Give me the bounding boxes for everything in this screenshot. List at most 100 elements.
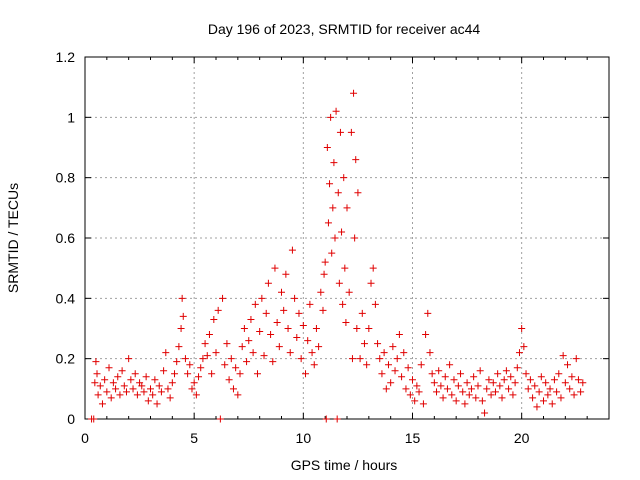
data-point [363,361,371,369]
data-point [481,409,489,417]
data-point [312,325,320,332]
data-point [155,382,163,390]
data-point [411,397,419,405]
data-point [131,370,139,378]
data-point [398,373,406,381]
data-point [360,340,368,348]
data-point [461,400,469,408]
data-point [472,394,480,402]
data-point [116,391,124,399]
data-point [256,328,264,336]
data-point [428,370,436,378]
data-point [529,394,537,402]
data-point [342,318,350,326]
data-point [341,264,349,272]
data-point [404,364,412,372]
data-point [264,279,272,287]
data-point [225,376,233,384]
data-point [553,388,561,396]
data-point [190,379,198,387]
data-point [548,400,556,408]
x-tick-label: 10 [296,430,312,446]
data-point [487,391,495,399]
data-point [426,349,434,357]
data-point [387,379,395,387]
data-point [184,370,192,378]
data-point [112,385,120,393]
data-point [278,288,285,296]
data-point [371,300,379,308]
data-point [297,355,305,363]
data-point [572,355,580,363]
data-point [340,174,348,182]
data-point [485,376,493,384]
data-point [240,325,248,332]
data-point [520,343,528,351]
data-point [376,355,384,363]
data-point [221,361,229,369]
data-point [280,306,288,314]
data-point [208,370,216,378]
data-point [450,376,458,384]
data-point [149,391,157,399]
data-point [511,379,519,387]
data-point [188,385,196,393]
data-point [489,379,497,387]
data-point [367,279,375,287]
data-point [114,373,122,381]
data-point [546,385,554,393]
data-point [577,388,585,396]
data-point [391,367,399,375]
x-tick-label: 15 [405,430,421,446]
data-point [140,388,148,396]
data-point [210,315,218,323]
data-point [175,343,183,351]
data-point [173,358,181,366]
data-point [433,388,441,396]
data-point [147,385,154,393]
data-point [463,379,471,387]
data-point [459,388,467,396]
data-point [181,355,189,363]
data-point [310,361,318,369]
data-point [306,300,314,308]
data-point [515,349,523,357]
data-point [153,400,161,408]
data-point [322,415,330,423]
data-point [500,376,508,384]
data-point [186,361,194,369]
data-point [282,270,290,278]
data-point [103,388,111,396]
data-point [393,355,401,363]
data-point [151,376,159,384]
data-point [201,340,209,348]
data-point [413,382,421,390]
data-point [125,355,133,363]
data-point [448,391,456,399]
data-point [162,349,170,357]
data-points [88,89,587,423]
data-point [320,270,328,278]
data-point [302,370,310,378]
y-tick-label: 1 [67,109,75,125]
data-point [505,385,513,393]
data-point [295,309,303,317]
data-point [378,370,386,378]
data-point [415,388,423,396]
data-point [542,379,550,387]
data-point [476,367,484,375]
data-point [227,355,235,363]
data-point [177,325,185,332]
data-point [105,364,113,372]
data-point [101,376,109,384]
data-point [384,361,392,369]
data-point [343,204,351,212]
data-point [424,309,432,317]
data-point [214,306,222,314]
data-point [251,300,259,308]
data-point [557,394,565,402]
data-point [324,219,332,227]
data-point [195,373,203,381]
data-point [216,415,224,423]
